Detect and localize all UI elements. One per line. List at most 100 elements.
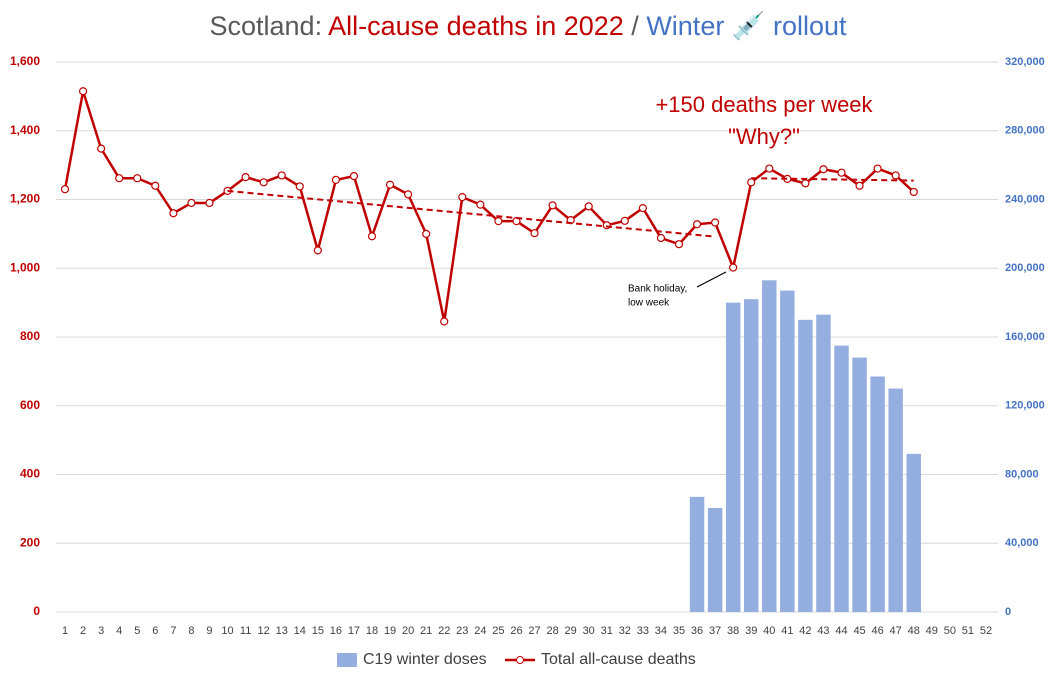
y-tick-label: 400 bbox=[20, 467, 40, 481]
title-part: / bbox=[624, 11, 647, 41]
x-tick-label: 3 bbox=[98, 625, 104, 637]
bar bbox=[689, 496, 705, 612]
bar bbox=[888, 388, 903, 612]
x-tick-label: 20 bbox=[402, 625, 414, 637]
title-part: Winter bbox=[646, 11, 732, 41]
point bbox=[440, 317, 449, 326]
bar bbox=[798, 319, 813, 612]
x-tick-label: 52 bbox=[980, 625, 992, 637]
bar bbox=[816, 314, 831, 612]
y2-tick-label: 280,000 bbox=[1005, 125, 1045, 137]
bar bbox=[743, 299, 759, 612]
x-tick-label: 15 bbox=[312, 625, 324, 637]
x-tick-label: 24 bbox=[474, 625, 486, 637]
y2-tick-label: 200,000 bbox=[1005, 262, 1045, 274]
point bbox=[97, 144, 106, 153]
point bbox=[367, 232, 377, 241]
y-tick-label: 1,400 bbox=[10, 123, 40, 137]
point bbox=[313, 246, 322, 255]
y-tick-label: 1,200 bbox=[10, 192, 40, 206]
point bbox=[548, 201, 557, 210]
point bbox=[638, 203, 647, 213]
y-tick-label: 0 bbox=[33, 604, 40, 618]
point bbox=[801, 179, 810, 188]
point bbox=[584, 202, 593, 211]
point bbox=[476, 200, 485, 209]
x-tick-label: 23 bbox=[456, 625, 468, 637]
legend-swatch bbox=[516, 656, 524, 664]
point bbox=[656, 233, 666, 243]
point bbox=[115, 174, 124, 183]
x-tick-label: 30 bbox=[583, 625, 595, 637]
x-tick-label: 34 bbox=[655, 625, 667, 637]
point bbox=[349, 172, 359, 181]
x-tick-label: 39 bbox=[745, 625, 757, 637]
point bbox=[855, 181, 864, 190]
y2-tick-label: 80,000 bbox=[1005, 468, 1039, 480]
x-tick-label: 12 bbox=[258, 625, 270, 637]
x-tick-label: 36 bbox=[691, 625, 703, 637]
legend-label: C19 winter doses bbox=[363, 651, 487, 668]
point bbox=[133, 174, 142, 183]
annotation: "Why?" bbox=[728, 124, 800, 149]
bar bbox=[906, 453, 921, 612]
title-part: All-cause deaths in 2022 bbox=[328, 11, 624, 41]
point bbox=[404, 190, 413, 199]
x-tick-label: 42 bbox=[799, 625, 811, 637]
point bbox=[295, 182, 304, 191]
x-tick-label: 45 bbox=[853, 625, 865, 637]
x-tick-label: 48 bbox=[908, 625, 920, 637]
point bbox=[692, 220, 702, 229]
x-tick-label: 6 bbox=[152, 625, 158, 637]
point bbox=[151, 181, 160, 190]
annotation: low week bbox=[628, 298, 670, 309]
trendline bbox=[227, 189, 716, 238]
x-tick-label: 9 bbox=[206, 625, 212, 637]
x-tick-label: 10 bbox=[221, 625, 233, 637]
point bbox=[169, 209, 178, 218]
point bbox=[891, 171, 900, 180]
x-tick-label: 40 bbox=[763, 625, 775, 637]
point bbox=[331, 175, 340, 185]
y2-tick-label: 120,000 bbox=[1005, 400, 1045, 412]
title-part: 💉 bbox=[732, 10, 766, 41]
y2-tick-label: 40,000 bbox=[1005, 537, 1039, 549]
point bbox=[60, 185, 70, 194]
y-tick-label: 800 bbox=[20, 329, 40, 343]
y2-tick-label: 0 bbox=[1005, 606, 1011, 618]
x-tick-label: 5 bbox=[134, 625, 140, 637]
x-tick-label: 35 bbox=[673, 625, 685, 637]
annotation: +150 deaths per week bbox=[655, 92, 873, 117]
x-tick-label: 2 bbox=[80, 625, 86, 637]
point bbox=[385, 180, 395, 189]
point bbox=[873, 164, 882, 173]
point bbox=[837, 168, 846, 177]
y-tick-label: 1,600 bbox=[10, 54, 40, 68]
bar bbox=[707, 508, 723, 612]
x-tick-label: 27 bbox=[528, 625, 540, 637]
x-tick-label: 44 bbox=[835, 625, 847, 637]
point bbox=[205, 198, 214, 208]
point bbox=[909, 187, 918, 197]
x-tick-label: 46 bbox=[872, 625, 884, 637]
x-tick-label: 17 bbox=[348, 625, 360, 637]
x-tick-label: 7 bbox=[170, 625, 176, 637]
point bbox=[620, 216, 629, 225]
x-tick-label: 50 bbox=[944, 625, 956, 637]
x-tick-label: 14 bbox=[294, 625, 306, 637]
bar bbox=[870, 376, 885, 612]
bar bbox=[762, 280, 777, 612]
x-tick-label: 51 bbox=[962, 625, 974, 637]
x-tick-label: 25 bbox=[492, 625, 504, 637]
x-tick-label: 18 bbox=[366, 625, 378, 637]
x-tick-label: 32 bbox=[619, 625, 631, 637]
point bbox=[187, 198, 196, 208]
x-tick-label: 38 bbox=[727, 625, 739, 637]
bar bbox=[852, 357, 867, 612]
y-tick-label: 1,000 bbox=[10, 260, 40, 274]
chart-title: Scotland: All-cause deaths in 2022 / Win… bbox=[210, 10, 847, 41]
point bbox=[494, 217, 503, 226]
x-tick-label: 8 bbox=[188, 625, 194, 637]
y-tick-label: 200 bbox=[20, 535, 40, 549]
x-tick-label: 47 bbox=[890, 625, 902, 637]
